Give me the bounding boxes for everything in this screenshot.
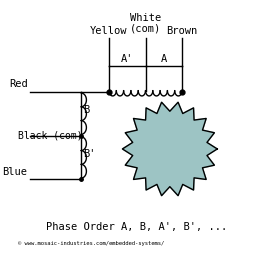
Text: © www.mosaic-industries.com/embedded-systems/: © www.mosaic-industries.com/embedded-sys… <box>18 241 164 246</box>
Text: B: B <box>83 105 90 115</box>
Polygon shape <box>122 102 217 196</box>
Text: Black (com): Black (com) <box>18 131 82 141</box>
Text: Brown: Brown <box>166 26 198 36</box>
Text: Red: Red <box>9 79 28 89</box>
Text: Yellow: Yellow <box>90 26 128 36</box>
Text: Blue: Blue <box>3 167 28 177</box>
Text: Phase Order A, B, A', B', ...: Phase Order A, B, A', B', ... <box>46 222 228 232</box>
Text: B': B' <box>83 149 96 159</box>
Text: White
(com): White (com) <box>130 13 161 33</box>
Text: A': A' <box>121 54 134 64</box>
Text: A: A <box>161 54 167 64</box>
